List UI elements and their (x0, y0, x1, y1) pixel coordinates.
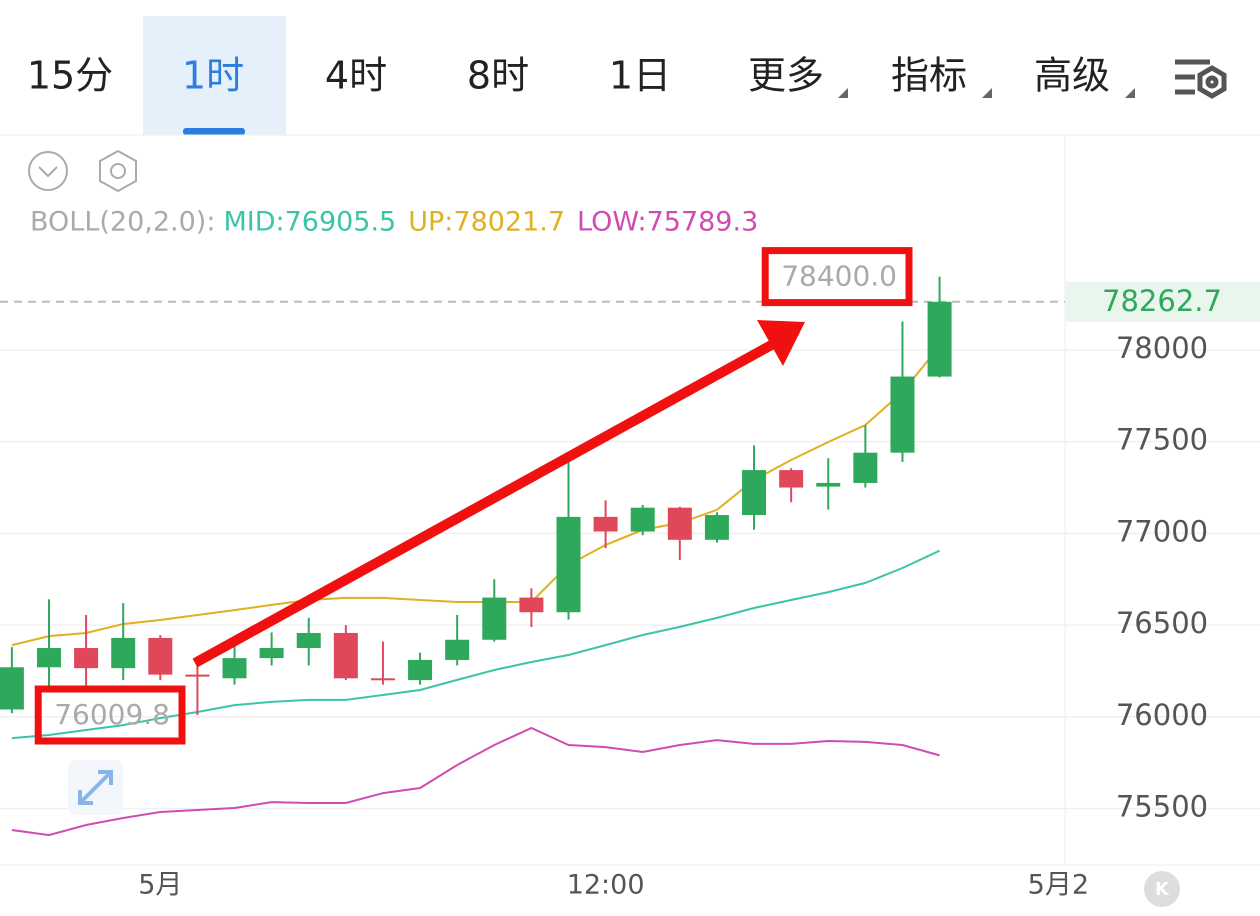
active-tab-bg (143, 16, 286, 135)
indicator-line (11, 549, 941, 740)
y-tick-label: 76500 (1116, 606, 1208, 640)
candle-body (408, 659, 433, 681)
candle-body (667, 507, 692, 540)
tab[interactable]: 高级 (1034, 54, 1110, 98)
x-tick-label: 5月 (138, 870, 182, 901)
tab[interactable]: 1时 (182, 54, 244, 98)
indicator-line (11, 726, 940, 837)
candle-body (816, 482, 841, 487)
candle-body (333, 632, 358, 679)
settings-icon[interactable] (1175, 59, 1227, 99)
y-tick-label: 77500 (1116, 423, 1208, 457)
candle-body (296, 632, 321, 649)
indicator-label: BOLL(20,2.0): (30, 207, 215, 238)
tab[interactable]: 指标 (891, 54, 967, 98)
tab[interactable]: 更多 (748, 54, 824, 98)
candle-body (222, 658, 247, 679)
candle-body (704, 515, 729, 540)
candle-body (0, 667, 24, 710)
candle-body (779, 470, 804, 488)
legend-entry: UP:78021.7 (408, 207, 565, 238)
indicator-settings-icon (110, 163, 126, 179)
annotation-box (761, 247, 913, 307)
candle-body (630, 507, 655, 532)
candle-body (519, 597, 544, 613)
legend-entry: LOW:75789.3 (577, 207, 758, 238)
eye-toggle-icon (38, 166, 58, 178)
y-tick-label: 78000 (1116, 331, 1208, 365)
candle-body (259, 648, 284, 659)
k-icon: K (1155, 879, 1170, 900)
annotation-box (34, 685, 186, 745)
legend-entry: MID:76905.5 (223, 207, 396, 238)
eye-toggle[interactable] (28, 151, 68, 191)
plot: BOLL(20,2.0): MID:76905.5 UP:78021.7 LOW:75… (0, 207, 1260, 901)
k-button[interactable] (1144, 871, 1180, 907)
candle-body (742, 470, 767, 516)
candle-body (890, 376, 915, 453)
current-price-tag (1065, 281, 1260, 322)
tab-arrows (838, 88, 1135, 98)
candle-body (36, 648, 61, 668)
candle-body (74, 648, 99, 669)
x-tick-label: 5月2 (1028, 870, 1089, 901)
candle-body (370, 678, 395, 681)
y-tick-label: 77000 (1116, 514, 1208, 548)
tab[interactable]: 4时 (325, 54, 387, 98)
y-tick-label: 75500 (1116, 790, 1208, 824)
candle-body (927, 301, 952, 377)
x-tick-label: 12:00 (567, 870, 645, 901)
annotation-label: 78400.0 (781, 260, 897, 293)
candle-body (148, 637, 173, 675)
candle-body (556, 516, 581, 613)
candle-body (111, 637, 136, 669)
tab[interactable]: 1日 (609, 54, 671, 98)
current-price-label: 78262.7 (1102, 284, 1222, 318)
indicator-settings[interactable] (99, 149, 137, 193)
candle-body (482, 597, 507, 640)
candle-body (445, 639, 470, 660)
expand-icon (78, 770, 113, 805)
candle-body (593, 516, 618, 532)
annotation-label: 76009.8 (54, 698, 170, 731)
tab[interactable]: 15分 (27, 54, 113, 98)
candle-body (185, 674, 210, 677)
tab[interactable]: 8时 (467, 54, 529, 98)
candle-body (853, 452, 878, 483)
indicator-line (11, 345, 941, 647)
y-tick-label: 76000 (1116, 698, 1208, 732)
active-tab-indicator (183, 128, 245, 135)
arrow (192, 320, 805, 668)
